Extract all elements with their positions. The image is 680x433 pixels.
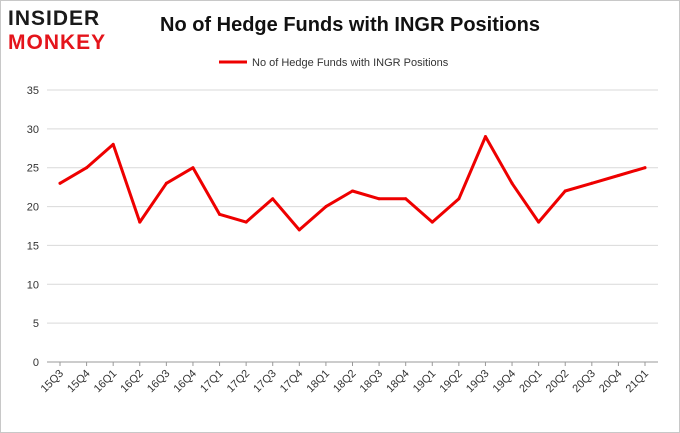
logo-text-monkey: MONKEY (8, 31, 107, 54)
x-tick-label: 16Q2 (118, 368, 146, 396)
x-tick-label: 18Q4 (384, 368, 412, 396)
x-tick-label: 19Q3 (464, 368, 492, 396)
x-tick-label: 19Q2 (437, 368, 465, 396)
data-point (191, 166, 195, 170)
data-point (297, 228, 301, 232)
data-point (616, 173, 620, 177)
data-point (111, 142, 115, 146)
logo-text-insider: INSIDER (8, 7, 101, 30)
data-point (244, 220, 248, 224)
data-point (510, 181, 514, 185)
data-point (85, 166, 89, 170)
y-tick-label: 5 (33, 318, 39, 330)
series-line (58, 135, 647, 232)
x-tick-label: 18Q1 (305, 368, 333, 396)
y-tick-label: 35 (27, 85, 39, 97)
x-tick-label: 17Q4 (278, 368, 306, 396)
data-point (271, 197, 275, 201)
data-point (58, 181, 62, 185)
x-tick-label: 15Q3 (39, 368, 67, 396)
data-point (483, 135, 487, 139)
x-tick-label: 16Q1 (92, 368, 120, 396)
data-point (324, 205, 328, 209)
chart-title: No of Hedge Funds with INGR Positions (160, 14, 540, 36)
x-tick-label: 19Q4 (491, 368, 519, 396)
data-point (430, 220, 434, 224)
data-point (351, 189, 354, 193)
x-tick-label: 18Q2 (331, 368, 359, 396)
y-tick-label: 10 (27, 279, 39, 291)
insider-monkey-logo: INSIDER MONKEY (8, 8, 130, 56)
x-tick-label: 16Q4 (172, 368, 200, 396)
x-tick-label: 20Q2 (544, 368, 572, 396)
x-tick-label: 17Q1 (198, 368, 226, 396)
legend-label: No of Hedge Funds with INGR Positions (252, 57, 449, 69)
y-tick-label: 15 (27, 240, 39, 252)
y-tick-label: 20 (27, 202, 39, 214)
x-tick-label: 15Q4 (65, 368, 93, 396)
data-point (404, 197, 408, 201)
data-point (643, 166, 647, 170)
x-tick-label: 20Q3 (570, 368, 598, 396)
y-tick-label: 30 (27, 124, 39, 136)
x-tick-label: 21Q1 (624, 368, 652, 396)
data-point (563, 189, 567, 193)
x-tick-label: 20Q1 (517, 368, 545, 396)
data-point (138, 220, 142, 224)
x-tick-label: 17Q3 (251, 368, 279, 396)
data-point (164, 181, 168, 185)
data-point (218, 212, 222, 216)
x-tick-label: 18Q3 (358, 368, 386, 396)
y-tick-label: 0 (33, 357, 39, 369)
y-tick-label: 25 (27, 163, 39, 175)
data-point (537, 220, 541, 224)
data-point (590, 181, 594, 185)
data-point (377, 197, 381, 201)
x-tick-label: 16Q3 (145, 368, 173, 396)
x-tick-label: 20Q4 (597, 368, 625, 396)
data-point (457, 197, 461, 201)
x-tick-label: 19Q1 (411, 368, 439, 396)
x-tick-label: 17Q2 (225, 368, 253, 396)
